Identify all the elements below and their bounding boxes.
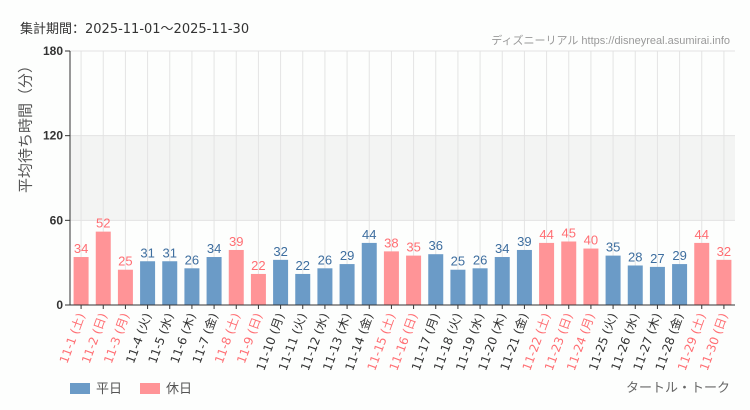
data-label: 22 — [296, 258, 310, 273]
data-label: 44 — [695, 227, 709, 242]
bar — [383, 251, 399, 305]
data-label: 44 — [362, 227, 376, 242]
bar — [317, 268, 333, 305]
data-label: 22 — [251, 258, 265, 273]
data-label: 25 — [118, 254, 132, 269]
site-credit: ディズニーリアル https://disneyreal.asumirai.inf… — [491, 35, 730, 47]
data-label: 45 — [562, 226, 576, 241]
data-label: 32 — [717, 244, 731, 259]
bar — [273, 259, 289, 305]
bar — [450, 269, 466, 305]
data-label: 35 — [606, 240, 620, 255]
bar — [539, 242, 555, 305]
bar — [627, 265, 643, 305]
legend-label: 休日 — [166, 382, 193, 397]
y-tick-label: 0 — [56, 298, 63, 312]
legend-label: 平日 — [96, 382, 123, 397]
bar — [472, 268, 488, 305]
bar — [361, 242, 377, 305]
y-tick-label: 120 — [43, 129, 63, 143]
bar — [140, 261, 156, 305]
y-tick-label: 180 — [43, 44, 63, 58]
data-label: 29 — [672, 248, 686, 263]
data-label: 31 — [163, 245, 177, 260]
data-label: 26 — [185, 252, 199, 267]
data-label: 29 — [340, 248, 354, 263]
bar — [73, 257, 89, 305]
data-label: 52 — [96, 216, 110, 231]
legend: 平日 休日 — [70, 378, 192, 397]
data-label: 39 — [229, 234, 243, 249]
bar — [228, 249, 244, 305]
bar — [406, 255, 422, 305]
bar — [561, 241, 577, 305]
bar — [516, 249, 532, 305]
data-label: 34 — [74, 241, 88, 256]
legend-holiday: 休日 — [140, 378, 192, 397]
bar — [162, 261, 178, 305]
bar — [250, 273, 266, 305]
bar — [649, 266, 665, 305]
legend-swatch-weekday — [70, 383, 90, 394]
shaded-band — [70, 135, 735, 221]
bar — [295, 273, 311, 305]
data-label: 38 — [384, 235, 398, 250]
period-label: 集計期間：2025-11-01〜2025-11-30 — [20, 22, 250, 37]
bar — [694, 242, 710, 305]
bar — [494, 257, 510, 305]
attraction-name: タートル・トーク — [625, 381, 730, 396]
data-label: 25 — [451, 254, 465, 269]
data-label: 26 — [318, 252, 332, 267]
legend-weekday: 平日 — [70, 378, 122, 397]
bar — [716, 259, 732, 305]
bar — [339, 264, 355, 305]
data-label: 26 — [473, 252, 487, 267]
data-label: 27 — [650, 251, 664, 266]
bar — [184, 268, 200, 305]
bar — [117, 269, 133, 305]
bar — [605, 255, 621, 305]
data-label: 28 — [628, 249, 642, 264]
bar — [95, 231, 111, 305]
legend-swatch-holiday — [140, 383, 161, 394]
data-label: 32 — [273, 244, 287, 259]
bar — [672, 264, 688, 305]
data-label: 39 — [517, 234, 531, 249]
data-label: 31 — [140, 245, 154, 260]
data-label: 35 — [406, 240, 420, 255]
bar — [583, 248, 599, 305]
bar — [206, 257, 222, 305]
data-label: 34 — [495, 241, 509, 256]
bar — [428, 254, 444, 305]
data-label: 34 — [207, 241, 221, 256]
y-tick-label: 60 — [50, 213, 64, 227]
y-axis-label: 平均待ち時間（分） — [16, 57, 35, 193]
data-label: 44 — [539, 227, 553, 242]
data-label: 36 — [429, 238, 443, 253]
data-label: 40 — [584, 233, 598, 248]
